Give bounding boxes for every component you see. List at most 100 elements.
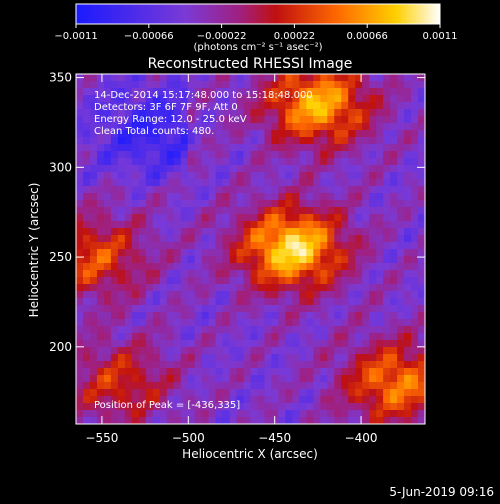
heatmap-cell	[376, 347, 384, 355]
heatmap-cell	[264, 130, 272, 138]
heatmap-cell	[166, 123, 175, 131]
heatmap-cell	[390, 151, 398, 159]
heatmap-cell	[243, 249, 251, 257]
heatmap-cell	[110, 284, 119, 292]
heatmap-cell	[229, 179, 238, 187]
heatmap-cell	[215, 151, 224, 159]
heatmap-cell	[250, 319, 258, 327]
heatmap-cell	[103, 214, 112, 222]
heatmap-cell	[285, 158, 293, 166]
heatmap-cell	[89, 109, 98, 117]
heatmap-cell	[418, 312, 425, 320]
heatmap-cell	[82, 179, 91, 187]
heatmap-cell	[236, 116, 245, 124]
heatmap-cell	[166, 249, 175, 257]
heatmap-cell	[166, 235, 175, 243]
heatmap-cell	[404, 347, 412, 355]
heatmap-cell	[250, 403, 258, 411]
heatmap-cell	[215, 186, 224, 194]
heatmap-cell	[208, 109, 217, 117]
heatmap-cell	[299, 256, 307, 264]
x-axis-label: Heliocentric X (arcsec)	[182, 447, 318, 461]
heatmap-cell	[229, 354, 238, 362]
heatmap-cell	[145, 249, 154, 257]
heatmap-cell	[292, 165, 300, 173]
heatmap-cell	[159, 130, 168, 138]
heatmap-cell	[96, 298, 105, 306]
heatmap-cell	[334, 228, 342, 236]
heatmap-cell	[390, 319, 398, 327]
heatmap-cell	[264, 375, 272, 383]
heatmap-cell	[292, 207, 300, 215]
heatmap-cell	[187, 235, 196, 243]
heatmap-cell	[390, 74, 398, 82]
heatmap-cell	[131, 410, 140, 418]
heatmap-cell	[292, 235, 300, 243]
heatmap-cell	[257, 284, 265, 292]
heatmap-cell	[201, 74, 210, 82]
heatmap-cell	[215, 361, 224, 369]
heatmap-cell	[313, 172, 321, 180]
heatmap-cell	[271, 249, 279, 257]
heatmap-cell	[215, 221, 224, 229]
heatmap-cell	[110, 242, 119, 250]
heatmap-cell	[229, 109, 238, 117]
heatmap-cell	[292, 193, 300, 201]
heatmap-cell	[145, 417, 154, 424]
heatmap-cell	[201, 270, 210, 278]
heatmap-cell	[250, 347, 258, 355]
heatmap-cell	[138, 298, 147, 306]
heatmap-cell	[411, 158, 419, 166]
heatmap-cell	[341, 109, 349, 117]
heatmap-cell	[313, 130, 321, 138]
heatmap-cell	[383, 403, 391, 411]
heatmap-cell	[124, 193, 133, 201]
peak-label: Position of Peak = [-436,335]	[94, 400, 240, 411]
heatmap-cell	[103, 417, 112, 424]
heatmap-cell	[348, 368, 356, 376]
heatmap-cell	[138, 312, 147, 320]
heatmap-cell	[306, 319, 314, 327]
heatmap-cell	[271, 375, 279, 383]
heatmap-cell	[180, 333, 189, 341]
heatmap-cell	[152, 81, 161, 89]
heatmap-cell	[173, 361, 182, 369]
heatmap-cell	[138, 242, 147, 250]
heatmap-cell	[285, 270, 293, 278]
heatmap-cell	[159, 361, 168, 369]
heatmap-cell	[138, 102, 147, 110]
heatmap-cell	[313, 235, 321, 243]
heatmap-cell	[236, 417, 245, 424]
heatmap-cell	[110, 88, 119, 96]
heatmap-cell	[327, 361, 335, 369]
heatmap-cell	[124, 347, 133, 355]
heatmap-cell	[397, 221, 405, 229]
heatmap-cell	[187, 403, 196, 411]
heatmap-cell	[103, 340, 112, 348]
heatmap-cell	[271, 102, 279, 110]
heatmap-cell	[124, 151, 133, 159]
heatmap-cell	[145, 277, 154, 285]
heatmap-cell	[306, 305, 314, 313]
heatmap-cell	[215, 410, 224, 418]
heatmap-cell	[117, 221, 126, 229]
heatmap-cell	[194, 137, 203, 145]
heatmap-cell	[138, 130, 147, 138]
heatmap-cell	[89, 410, 98, 418]
heatmap-cell	[320, 130, 328, 138]
heatmap-cell	[278, 235, 286, 243]
heatmap-cell	[201, 95, 210, 103]
heatmap-cell	[145, 284, 154, 292]
heatmap-cell	[404, 74, 412, 82]
annotation-time: 14-Dec-2014 15:17:48.000 to 15:18:48.000	[94, 90, 313, 101]
heatmap-cell	[376, 417, 384, 424]
heatmap-cell	[194, 179, 203, 187]
heatmap-cell	[418, 186, 425, 194]
heatmap-cell	[138, 214, 147, 222]
heatmap-cell	[173, 312, 182, 320]
heatmap-cell	[418, 158, 425, 166]
heatmap-cell	[404, 172, 412, 180]
heatmap-cell	[89, 347, 98, 355]
heatmap-cell	[96, 137, 105, 145]
heatmap-cell	[264, 151, 272, 159]
